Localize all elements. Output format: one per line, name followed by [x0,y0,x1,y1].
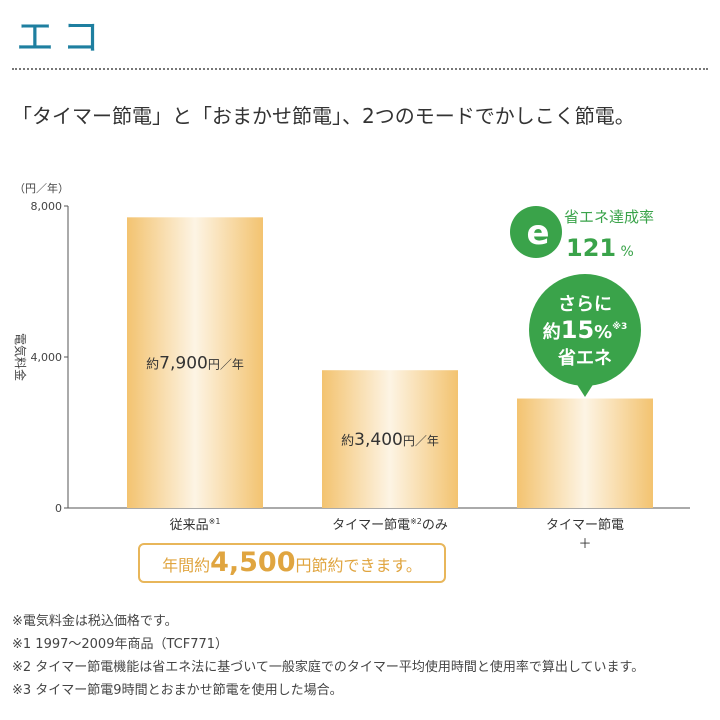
x-category-label: タイマー節電 [546,518,624,533]
eco-rate-value: 121 % [566,234,634,262]
bar-value-label: 約7,900円／年 [146,354,244,374]
savings-badge-pointer [576,383,594,397]
x-category-plus: ＋ [578,537,591,550]
y-axis-title: 電気料金 [13,333,28,381]
callout-prefix: 年間約 [162,556,211,575]
callout-suffix: 円節約できます。 [295,556,422,575]
footnote-tax: ※電気料金は税込価格です。 [12,614,178,629]
footnote-2: ※2 タイマー節電機能は省エネ法に基づいて一般家庭でのタイマー平均使用時間と使用… [12,660,645,675]
eco-rate-label: 省エネ達成率 [564,208,654,226]
callout-amount: 4,500 [210,547,296,578]
bar [127,217,263,508]
bar-value-label: 約3,400円／年 [341,430,439,450]
page-subtitle: 「タイマー節電」と「おまかせ節電」、2つのモードでかしこく節電。 [12,104,635,128]
footnotes: ※電気料金は税込価格です。 ※1 1997〜2009年商品（TCF771） ※2… [12,610,644,702]
y-tick-label: 8,000 [31,200,63,213]
footnote-3: ※3 タイマー節電9時間とおまかせ節電を使用した場合。 [12,683,343,698]
badge-line1: さらに [558,294,612,315]
badge-line3: 省エネ [557,347,612,369]
x-category-label: 従来品※1 [170,517,221,533]
annual-savings-callout: 年間約4,500円節約できます。 [138,543,446,583]
y-tick-label: 0 [55,502,62,515]
page-heading: エコ [16,15,109,59]
savings-badge-circle [529,274,641,386]
bar [322,370,458,508]
y-tick-label: 4,000 [31,351,63,364]
badge-percent: 約15%※3 [543,316,627,344]
eco-e-icon [510,206,562,258]
x-category-label: タイマー節電※2のみ [332,517,448,533]
eco-e-letter: e [526,213,549,253]
y-unit-label: （円／年） [14,181,69,195]
dotted-divider [12,68,708,70]
footnote-1: ※1 1997〜2009年商品（TCF771） [12,637,229,652]
bar [517,398,653,508]
